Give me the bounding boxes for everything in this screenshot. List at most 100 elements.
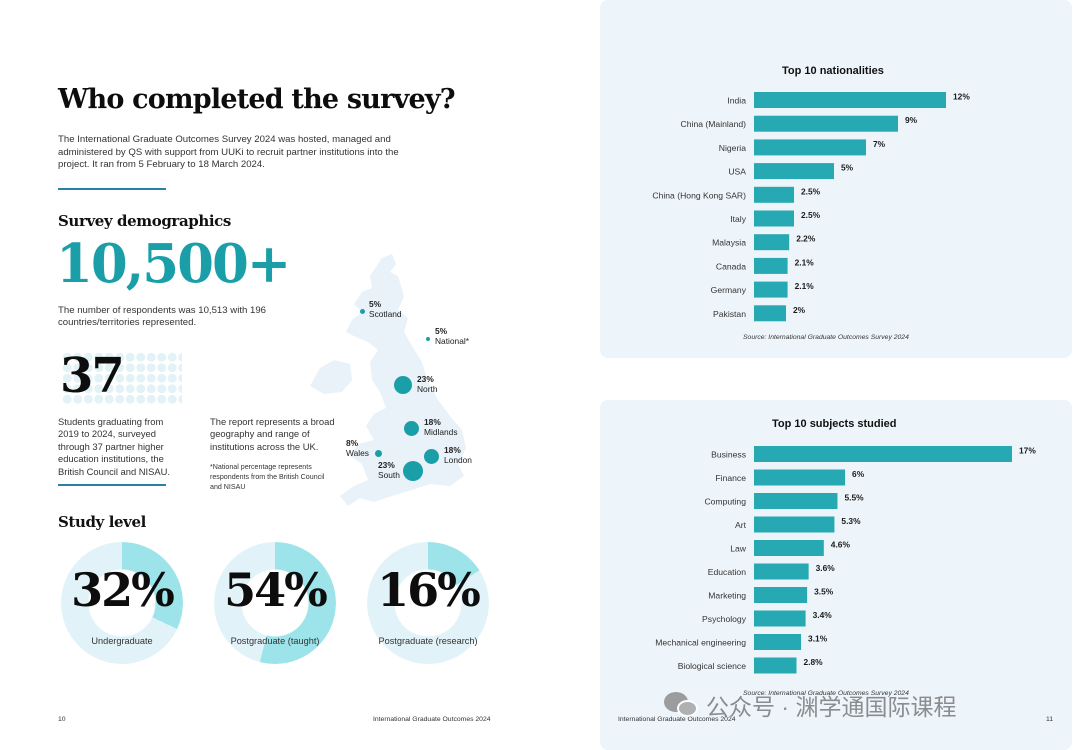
bar [754, 139, 866, 156]
bar [754, 163, 834, 180]
category-label: China (Mainland) [681, 119, 747, 129]
category-label: Marketing [708, 591, 746, 601]
bar [754, 446, 1012, 462]
nationalities-chart: India 12% China (Mainland) 9% Nigeria 7% USA 5%… [652, 92, 970, 322]
category-label: Germany [711, 285, 747, 295]
bar [754, 563, 809, 580]
bar [754, 540, 824, 556]
north-dot [394, 376, 412, 394]
undergraduate-label: Undergraduate [91, 636, 153, 646]
category-label: Malaysia [712, 238, 746, 248]
respondents-text: The number of respondents was 10,513 wit… [58, 305, 266, 329]
demographics-heading: Survey demographics [58, 212, 231, 230]
postgraduate-taught-percent: 54% [224, 563, 328, 617]
south-dot [403, 461, 423, 481]
value-label: 2.1% [795, 257, 815, 267]
section-divider [58, 188, 166, 190]
value-label: 9% [905, 115, 918, 125]
page-title: Who completed the survey? [58, 84, 456, 115]
value-label: 2.8% [803, 657, 823, 667]
value-label: 6% [852, 469, 865, 479]
bar [754, 186, 794, 203]
value-label: 5.5% [844, 493, 864, 503]
scotland-dot [360, 309, 365, 314]
institutions-count: 37 [60, 348, 125, 404]
wales-dot [375, 450, 382, 457]
dot-pattern-decoration [62, 352, 182, 404]
bar [754, 657, 797, 674]
category-label: Mechanical engineering [655, 638, 746, 648]
graduating-text: Students graduating from 2019 to 2024, s… [58, 416, 171, 477]
nationalities-panel [600, 0, 1072, 358]
category-label: China (Hong Kong SAR) [652, 190, 746, 200]
page-number-left: 10 [58, 716, 66, 723]
national-dot [426, 337, 430, 341]
london-label: 18% London [444, 445, 472, 465]
national-footnote: *National percentage represents responde… [210, 463, 325, 491]
value-label: 17% [1019, 446, 1036, 456]
bar [754, 210, 794, 227]
report-text: The report represents a broad geography … [210, 416, 335, 452]
northern-ireland-shape [310, 360, 352, 394]
postgraduate-research-label: Postgraduate (research) [378, 636, 478, 646]
value-label: 5% [841, 163, 854, 173]
bar [754, 281, 788, 298]
value-label: 5.3% [841, 516, 861, 526]
watermark-text: 公众号 · 渊学通国际课程 [706, 694, 957, 720]
bar [754, 257, 788, 274]
category-label: Psychology [702, 614, 747, 624]
value-label: 4.6% [831, 540, 851, 550]
value-label: 3.4% [813, 610, 833, 620]
value-label: 2.1% [795, 281, 815, 291]
london-dot [424, 449, 439, 464]
category-label: India [727, 96, 746, 106]
subjects-chart-source: Source: International Graduate Outcomes … [743, 690, 909, 697]
bar [754, 516, 835, 533]
postgraduate-taught-label: Postgraduate (taught) [230, 636, 320, 646]
subjects-chart-title: Top 10 subjects studied [772, 418, 897, 430]
midlands-dot [404, 421, 419, 436]
study-level-heading: Study level [58, 513, 146, 531]
intro-paragraph: The International Graduate Outcomes Surv… [58, 134, 399, 171]
postgraduate-research-percent: 16% [377, 563, 481, 617]
category-label: Law [730, 544, 747, 554]
value-label: 3.1% [808, 634, 828, 644]
bar [754, 92, 946, 108]
postgraduate-research-donut [367, 542, 489, 664]
value-label: 2.2% [796, 234, 816, 244]
bar [754, 493, 838, 509]
section-divider [58, 484, 166, 486]
value-label: 3.5% [814, 587, 834, 597]
category-label: Canada [716, 261, 746, 271]
category-label: Art [735, 520, 747, 530]
category-label: Pakistan [713, 309, 746, 319]
national-label: 5% National* [435, 326, 469, 346]
watermark: 公众号 · 渊学通国际课程 [664, 688, 956, 722]
bar [754, 234, 790, 251]
category-label: Biological science [678, 661, 747, 671]
value-label: 2% [793, 305, 806, 315]
value-label: 2.5% [801, 186, 821, 196]
postgraduate-taught-donut [214, 542, 336, 664]
category-label: Finance [715, 473, 746, 483]
category-label: Computing [704, 497, 746, 507]
nationalities-chart-source: Source: International Graduate Outcomes … [743, 334, 909, 341]
category-label: Business [711, 450, 746, 460]
value-label: 2.5% [801, 210, 821, 220]
scotland-label: 5% Scotland [369, 299, 402, 319]
value-label: 7% [873, 139, 886, 149]
wales-label: 8% Wales [346, 438, 369, 458]
north-label: 23% North [417, 374, 438, 394]
nationalities-chart-title: Top 10 nationalities [782, 65, 884, 77]
subjects-chart: Business 17% Finance 6% Computing 5.5% Art 5.3%… [655, 446, 1036, 674]
footer-title-right: International Graduate Outcomes 2024 [618, 716, 736, 723]
bar [754, 305, 786, 322]
undergraduate-percent: 32% [71, 563, 175, 617]
south-label: 23% South [378, 460, 400, 480]
bar [754, 115, 898, 132]
midlands-label: 18% Midlands [424, 417, 458, 437]
category-label: Education [708, 567, 746, 577]
undergraduate-donut [61, 542, 183, 664]
respondents-count: 10,500+ [56, 233, 291, 295]
page-number-right: 11 [1046, 716, 1054, 723]
